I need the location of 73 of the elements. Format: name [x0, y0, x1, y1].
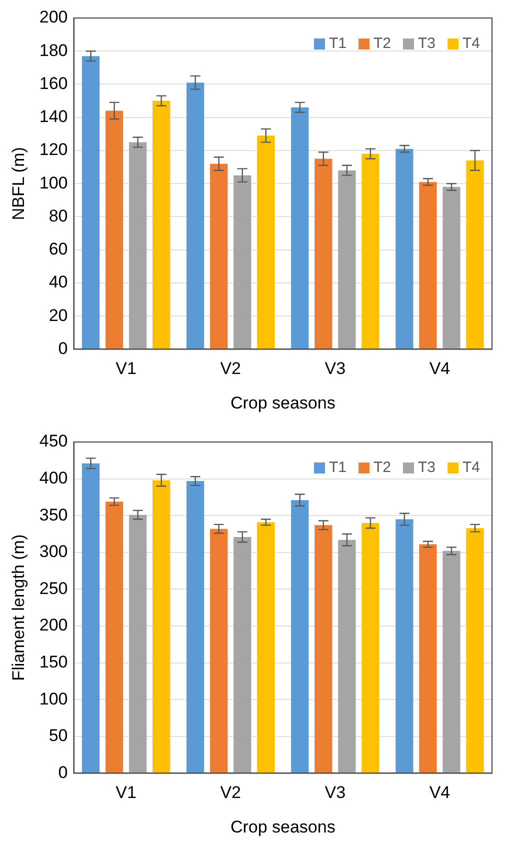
- y-tick-label: 40: [48, 272, 68, 292]
- bar: [210, 164, 228, 349]
- bar: [105, 110, 124, 349]
- bar: [152, 480, 170, 773]
- x-tick-label: V4: [429, 783, 450, 802]
- bar: [105, 502, 124, 773]
- bar: [291, 107, 309, 349]
- legend-label: T2: [373, 459, 391, 476]
- bar: [396, 148, 414, 349]
- y-tick-label: 400: [39, 468, 68, 488]
- legend-label: T1: [328, 35, 346, 52]
- bar: [128, 142, 147, 349]
- bar: [152, 100, 170, 349]
- x-tick-label: V1: [116, 783, 136, 802]
- y-tick-label: 140: [39, 107, 68, 126]
- bar: [466, 528, 484, 773]
- bar: [442, 550, 460, 773]
- x-tick-label: V4: [429, 359, 450, 378]
- x-tick-label: V1: [116, 359, 136, 378]
- bar: [82, 56, 100, 349]
- bar: [186, 481, 204, 773]
- y-tick-label: 0: [58, 338, 68, 358]
- legend-label: T3: [418, 35, 436, 52]
- x-tick-label: V3: [324, 359, 346, 378]
- bar: [234, 536, 252, 773]
- y-tick-label: 50: [48, 726, 68, 746]
- legend-label: T2: [373, 35, 391, 52]
- y-tick-label: 350: [39, 505, 68, 524]
- bar: [396, 519, 414, 773]
- y-tick-label: 80: [48, 206, 68, 226]
- bar: [314, 158, 332, 349]
- y-tick-label: 450: [39, 432, 68, 451]
- legend-label: T3: [418, 459, 436, 476]
- y-axis-title: NBFL (m): [8, 147, 28, 220]
- y-tick-label: 100: [39, 173, 68, 192]
- x-tick-label: V2: [220, 783, 241, 802]
- y-tick-label: 160: [39, 74, 68, 93]
- bar: [210, 528, 228, 773]
- y-tick-label: 150: [39, 652, 68, 672]
- bar: [234, 175, 252, 349]
- bar: [362, 522, 380, 773]
- bar: [338, 540, 356, 773]
- x-tick-label: V3: [324, 783, 346, 802]
- y-tick-label: 60: [48, 240, 68, 259]
- legend-label: T4: [462, 459, 480, 476]
- x-axis-title: Crop seasons: [230, 817, 336, 836]
- bar: [442, 186, 460, 349]
- bar: [314, 525, 332, 773]
- y-tick-label: 250: [39, 578, 68, 598]
- bar: [362, 154, 380, 349]
- y-tick-label: 300: [39, 542, 68, 562]
- x-tick-label: V2: [220, 359, 241, 378]
- bar: [419, 182, 437, 349]
- bar: [419, 544, 437, 773]
- y-tick-label: 120: [39, 140, 68, 160]
- bar: [257, 136, 275, 349]
- bar: [128, 514, 147, 773]
- bar: [257, 522, 275, 773]
- legend-label: T4: [462, 35, 480, 52]
- y-tick-label: 200: [39, 8, 68, 27]
- y-tick-label: 180: [39, 40, 68, 60]
- bar: [82, 463, 100, 773]
- bar: [186, 82, 204, 349]
- y-axis-title: Fliament length (m): [8, 534, 28, 681]
- y-tick-label: 200: [39, 616, 68, 635]
- x-axis-title: Crop seasons: [230, 393, 336, 412]
- bar: [291, 500, 309, 773]
- bar: [338, 170, 356, 349]
- y-tick-label: 100: [39, 689, 68, 708]
- y-tick-label: 20: [48, 306, 68, 325]
- legend-label: T1: [328, 459, 346, 476]
- bar: [466, 160, 484, 349]
- y-tick-label: 0: [58, 762, 68, 782]
